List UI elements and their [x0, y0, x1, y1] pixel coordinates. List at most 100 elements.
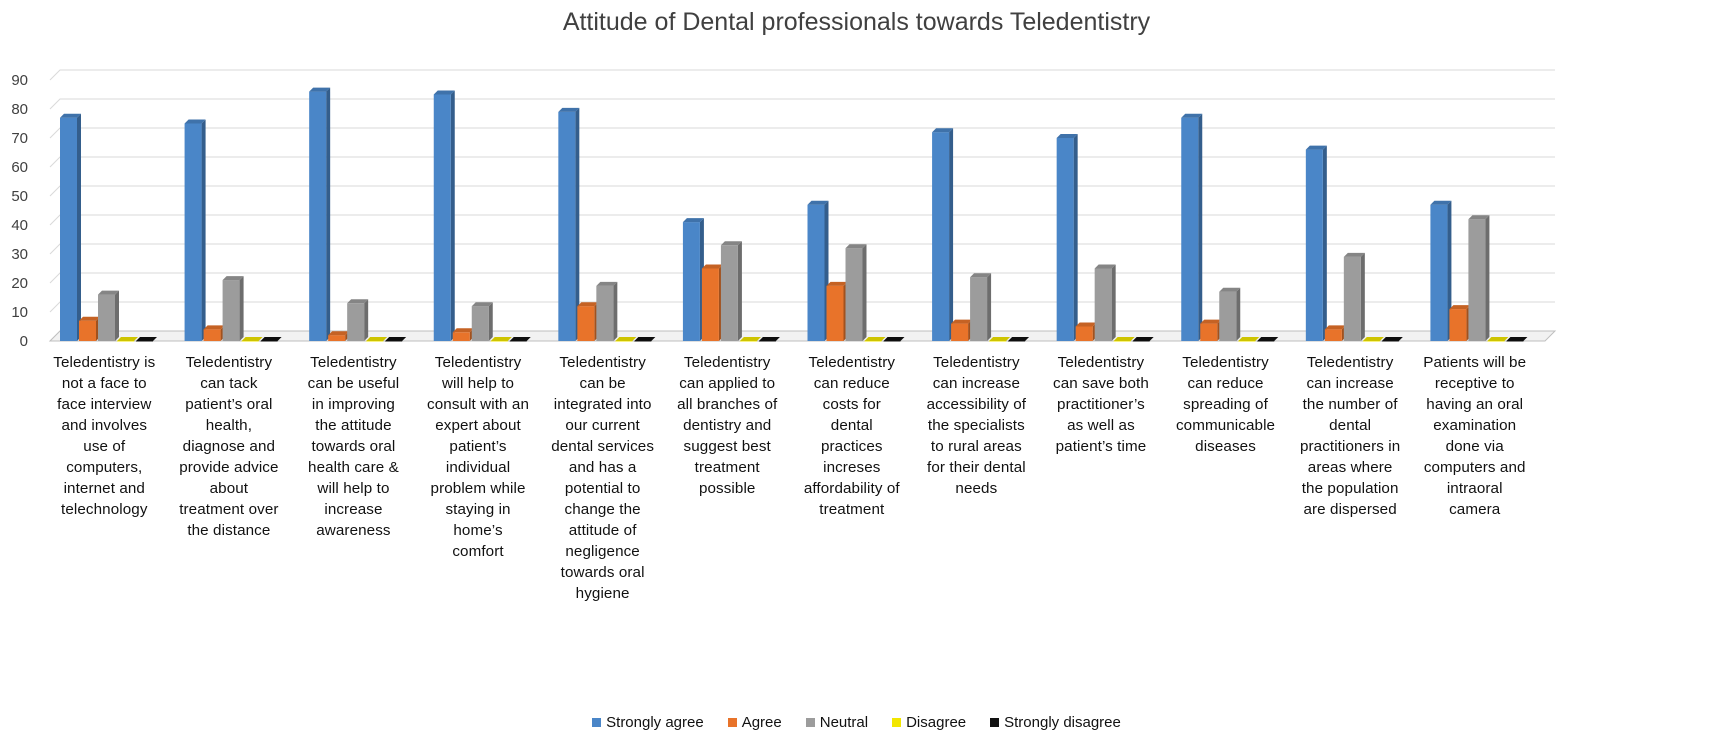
category-label-line: towards oral	[311, 438, 396, 455]
bar-neutral	[1094, 264, 1116, 341]
bar-strongly-agree	[932, 128, 954, 341]
bar-agree	[951, 319, 973, 341]
category-label-line: the attitude	[315, 417, 392, 434]
category-label-line: in improving	[311, 396, 395, 413]
category-label-line: will help to	[317, 480, 390, 497]
bar-agree	[701, 264, 723, 341]
bar-agree	[1324, 325, 1346, 341]
bar-neutral	[222, 276, 244, 341]
gridline	[49, 98, 1555, 110]
category-label-line: can applied to	[679, 375, 776, 392]
category-label-line: having an oral	[1426, 396, 1524, 413]
category-label-line: comfort	[452, 543, 504, 560]
category-label: Teledentistry can increase the number of de…	[1289, 352, 1411, 520]
bar-disagree	[989, 337, 1011, 342]
category-label-line: use of	[83, 438, 126, 455]
bar-neutral	[1343, 252, 1365, 341]
category-label-line: individual	[445, 459, 511, 476]
category-label-line: suggest best	[683, 438, 771, 455]
chart-title: Attitude of Dental professionals towards…	[562, 8, 1151, 36]
category-label-line: can be useful	[307, 375, 400, 392]
gridline	[49, 301, 1555, 313]
category-label-line: Teledentistry	[683, 354, 771, 371]
bar-agree	[328, 331, 350, 341]
category-label-line: to rural areas	[930, 438, 1022, 455]
category-label-line: and involves	[61, 417, 148, 434]
category-label-line: integrated into	[553, 396, 652, 413]
category-label-line: awareness	[316, 522, 391, 539]
category-label-line: spreading of	[1183, 396, 1268, 413]
category-label-line: the number of	[1302, 396, 1398, 413]
legend-item: Strongly disagree	[990, 714, 1121, 731]
category-label-line: dental services	[551, 438, 655, 455]
legend-item: Disagree	[892, 714, 966, 731]
bar-neutral	[720, 241, 742, 341]
y-tick-label: 80	[11, 101, 28, 118]
bar-strongly-agree	[184, 119, 206, 341]
legend-swatch	[727, 718, 737, 727]
bar-strongly-agree	[682, 218, 704, 341]
category-label: Teledentistry is not a face to face interv…	[43, 352, 165, 520]
gridline	[49, 214, 1555, 226]
category-label-line: expert about	[435, 417, 521, 434]
bar-strongly-disagree	[385, 337, 407, 342]
category-label-line: can save both	[1053, 375, 1149, 392]
bar-strongly-disagree	[1506, 337, 1528, 342]
bar-strongly-disagree	[1132, 337, 1154, 342]
gridline	[49, 185, 1555, 197]
category-label-line: and has a	[568, 459, 637, 476]
category-label: Teledentistry can be useful in improving th…	[292, 352, 414, 541]
category-label-line: hygiene	[575, 585, 630, 602]
category-label-line: Teledentistry	[559, 354, 646, 371]
chart-floor	[48, 330, 1557, 342]
bar-strongly-disagree	[758, 337, 780, 342]
legend-swatch	[990, 718, 1000, 727]
bar-strongly-agree	[1181, 113, 1203, 341]
bar-agree	[203, 325, 225, 341]
category-label-line: intraoral	[1446, 480, 1503, 497]
category-label-line: increase	[324, 501, 383, 518]
category-label-line: can tack	[200, 375, 258, 392]
category-label-line: costs for	[822, 396, 881, 413]
bar-disagree	[490, 337, 512, 342]
category-label-line: dental	[1329, 417, 1372, 434]
y-tick-label: 30	[11, 246, 28, 263]
bar-strongly-disagree	[1257, 337, 1279, 342]
category-label-line: as well as	[1067, 417, 1135, 434]
y-tick-label: 10	[11, 304, 28, 321]
category-label-line: diagnose and	[182, 438, 276, 455]
bar-disagree	[1113, 337, 1135, 342]
category-label: Teledentistry can reduce costs for dental pr…	[791, 352, 913, 520]
category-label-line: staying in	[445, 501, 511, 518]
gridline	[49, 243, 1555, 255]
bar-disagree	[864, 337, 886, 342]
bar-disagree	[117, 337, 138, 342]
category-label-line: can increase	[1306, 375, 1394, 392]
category-label-line: our current	[565, 417, 640, 434]
y-tick-label: 60	[11, 159, 28, 176]
category-label: Teledentistry can save both practitioner’s…	[1040, 352, 1162, 457]
bar-strongly-agree	[558, 107, 580, 342]
category-label-line: are dispersed	[1303, 501, 1397, 518]
y-tick-label: 40	[11, 217, 28, 234]
category-label-line: practices	[820, 438, 883, 455]
category-label-line: Teledentistry	[310, 354, 397, 371]
category-label-line: Teledentistry	[1306, 354, 1394, 371]
bar-strongly-disagree	[1381, 337, 1403, 342]
bar-strongly-disagree	[1008, 337, 1030, 342]
legend-label: Agree	[741, 714, 782, 731]
legend-swatch	[592, 718, 602, 727]
y-tick-label: 20	[11, 275, 28, 292]
bar-agree	[452, 328, 474, 341]
category-label-line: Teledentistry	[808, 354, 896, 371]
category-label-line: patient’s oral	[185, 396, 273, 413]
category-label-line: negligence	[565, 543, 640, 560]
category-label-line: accessibility of	[926, 396, 1027, 413]
category-label-line: consult with an	[427, 396, 530, 413]
category-label-line: face interview	[57, 396, 152, 413]
category-label-line: the population	[1301, 480, 1399, 497]
category-label-line: health,	[205, 417, 253, 434]
category-label-line: telechnology	[61, 501, 148, 518]
category-label: Patients will be receptive to having an or…	[1414, 352, 1536, 520]
